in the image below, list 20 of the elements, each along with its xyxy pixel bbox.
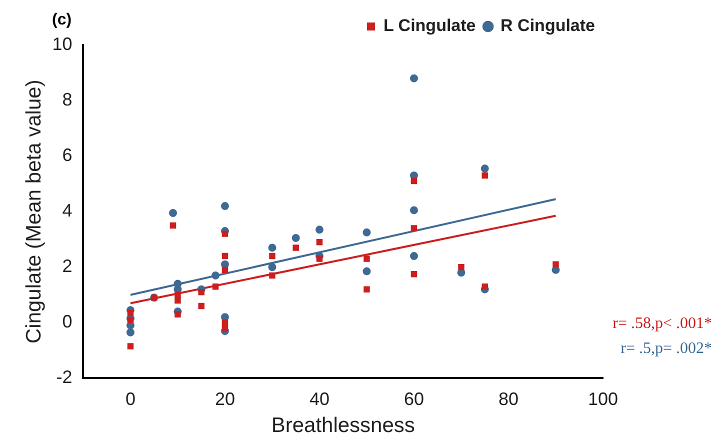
x-tick-label: 60	[404, 388, 424, 409]
text: r= .58,p< .001*	[612, 315, 712, 332]
y-tick-label: 4	[62, 200, 72, 221]
legend-label: L Cingulate	[384, 16, 476, 36]
legend-label: R Cingulate	[500, 16, 596, 36]
y-tick-label: 6	[62, 145, 72, 166]
x-tick-label: 100	[588, 388, 618, 409]
y-tick-label: -2	[56, 367, 72, 388]
x-tick-label: 80	[498, 388, 519, 409]
chart-title: (c)	[52, 11, 72, 28]
y-tick-label: 8	[62, 90, 72, 110]
y-axis-title: Cingulate (Mean beta value)	[22, 80, 46, 344]
x-tick-label: 0	[125, 388, 136, 409]
y-tick-label: 10	[52, 34, 72, 54]
text: r= .5,p= .002*	[620, 340, 712, 358]
x-tick-label: 20	[214, 388, 235, 409]
y-tick-label: 2	[62, 256, 72, 276]
x-axis-title: Breathlessness	[271, 414, 415, 438]
x-tick-label: 40	[309, 388, 330, 409]
y-tick-label: 0	[62, 312, 72, 332]
